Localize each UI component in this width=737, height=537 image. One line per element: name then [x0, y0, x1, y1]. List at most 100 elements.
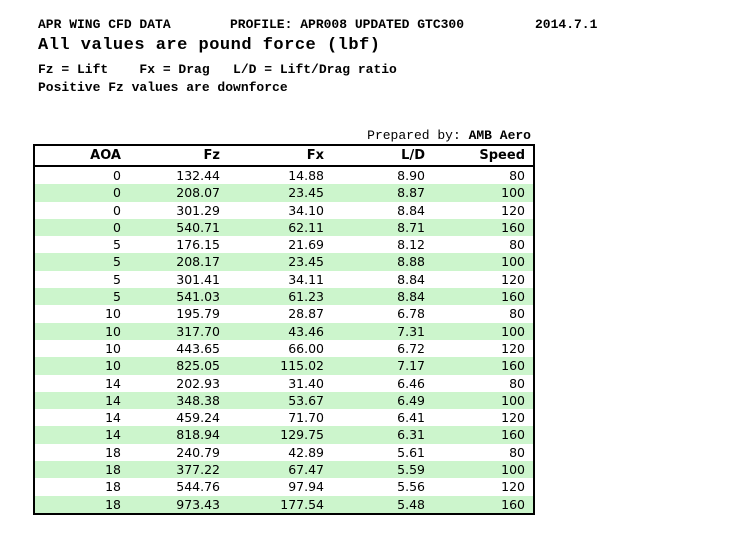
cell-fx: 53.67: [288, 392, 324, 408]
cell-fz: 208.07: [176, 185, 220, 201]
cell-speed: 120: [501, 202, 525, 218]
cell-aoa: 18: [105, 444, 121, 460]
cell-fz: 317.70: [176, 323, 220, 339]
cell-fx: 62.11: [288, 219, 324, 235]
cell-ld: 5.48: [397, 496, 425, 512]
column-header-fz: Fz: [129, 145, 228, 167]
table-row: 0 132.44 14.88 8.90 80: [34, 166, 534, 184]
cell-ld: 8.84: [397, 202, 425, 218]
column-header-aoa: AOA: [34, 145, 129, 167]
cell-aoa: 5: [113, 271, 121, 287]
cell-fx: 42.89: [288, 444, 324, 460]
cell-speed: 100: [501, 254, 525, 270]
cell-speed: 160: [501, 427, 525, 443]
table-row: 14 459.24 71.70 6.41 120: [34, 409, 534, 426]
cell-speed: 80: [509, 444, 525, 460]
cell-speed: 120: [501, 271, 525, 287]
document-date: 2014.7.1: [535, 17, 598, 32]
cell-fz: 202.93: [176, 375, 220, 391]
cell-fz: 825.05: [176, 358, 220, 374]
legend-definitions: Fz = Lift Fx = Drag L/D = Lift/Drag rati…: [38, 62, 397, 77]
cell-ld: 8.90: [397, 168, 425, 183]
table-row: 14 348.38 53.67 6.49 100: [34, 391, 534, 410]
downforce-note: Positive Fz values are downforce: [38, 80, 288, 95]
prepared-by-line: Prepared by: AMB Aero: [33, 128, 531, 143]
cell-fz: 544.76: [176, 479, 220, 495]
cell-fz: 541.03: [176, 289, 220, 305]
cell-fx: 23.45: [288, 185, 324, 201]
table-row: 5 541.03 61.23 8.84 160: [34, 288, 534, 306]
cell-fz: 377.22: [176, 462, 220, 478]
cell-aoa: 10: [105, 306, 121, 322]
cell-ld: 6.46: [397, 375, 425, 391]
table-row: 5 301.41 34.11 8.84 120: [34, 271, 534, 288]
column-header-speed: Speed: [433, 145, 534, 167]
cell-fx: 34.11: [288, 271, 324, 287]
table-row: 14 202.93 31.40 6.46 80: [34, 375, 534, 392]
document-subtitle: All values are pound force (lbf): [38, 36, 381, 55]
table-row: 5 176.15 21.69 8.12 80: [34, 236, 534, 253]
cell-aoa: 18: [105, 496, 121, 512]
column-header-fx: Fx: [228, 145, 332, 167]
cell-ld: 6.78: [397, 306, 425, 322]
cell-fx: 43.46: [288, 323, 324, 339]
cell-speed: 160: [501, 289, 525, 305]
table-row: 0 540.71 62.11 8.71 160: [34, 218, 534, 237]
cell-fz: 348.38: [176, 392, 220, 408]
cell-speed: 100: [501, 462, 525, 478]
document-title: APR WING CFD DATA: [38, 17, 171, 32]
cell-speed: 120: [501, 479, 525, 495]
cell-ld: 5.61: [397, 444, 425, 460]
cell-fx: 23.45: [288, 254, 324, 270]
table-row: 10 825.05 115.02 7.17 160: [34, 357, 534, 375]
cell-speed: 120: [501, 340, 525, 356]
cell-fz: 818.94: [176, 427, 220, 443]
cell-fx: 14.88: [288, 168, 324, 183]
cell-ld: 7.31: [397, 323, 425, 339]
cell-aoa: 5: [113, 237, 121, 253]
table-row: 18 377.22 67.47 5.59 100: [34, 461, 534, 479]
cell-fz: 240.79: [176, 444, 220, 460]
cell-fx: 31.40: [288, 375, 324, 391]
cell-ld: 8.84: [397, 271, 425, 287]
cell-speed: 160: [501, 496, 525, 512]
cell-fz: 132.44: [176, 168, 220, 183]
cell-fx: 129.75: [280, 427, 324, 443]
cell-speed: 80: [509, 306, 525, 322]
cell-fz: 301.29: [176, 202, 220, 218]
cell-aoa: 0: [113, 202, 121, 218]
table-row: 18 544.76 97.94 5.56 120: [34, 478, 534, 495]
cell-fz: 443.65: [176, 340, 220, 356]
cell-aoa: 0: [113, 185, 121, 201]
table-row: 14 818.94 129.75 6.31 160: [34, 426, 534, 444]
cell-fz: 459.24: [176, 410, 220, 426]
cell-speed: 160: [501, 219, 525, 235]
cell-aoa: 14: [105, 375, 121, 391]
cell-aoa: 18: [105, 479, 121, 495]
cell-ld: 8.88: [397, 254, 425, 270]
cell-fx: 66.00: [288, 340, 324, 356]
cell-fx: 97.94: [288, 479, 324, 495]
cell-fx: 34.10: [288, 202, 324, 218]
column-header-ld: L/D: [332, 145, 433, 167]
cell-fz: 301.41: [176, 271, 220, 287]
cell-fz: 176.15: [176, 237, 220, 253]
prepared-by-value: AMB Aero: [468, 128, 531, 143]
cell-aoa: 18: [105, 462, 121, 478]
table-row: 5 208.17 23.45 8.88 100: [34, 253, 534, 271]
profile-label: PROFILE: APR008 UPDATED GTC300: [230, 17, 465, 32]
prepared-by-label: Prepared by:: [367, 128, 469, 143]
cell-ld: 5.56: [397, 479, 425, 495]
cell-aoa: 14: [105, 427, 121, 443]
cell-ld: 5.59: [397, 462, 425, 478]
table-row: 0 208.07 23.45 8.87 100: [34, 184, 534, 202]
cell-aoa: 10: [105, 340, 121, 356]
cell-fx: 21.69: [288, 237, 324, 253]
cell-speed: 80: [509, 237, 525, 253]
cell-fz: 195.79: [176, 306, 220, 322]
cell-ld: 6.49: [397, 392, 425, 408]
document-header-line: APR WING CFD DATA PROFILE: APR008 UPDATE…: [38, 17, 597, 32]
table-header-row: AOA Fz Fx L/D Speed: [34, 145, 534, 167]
cell-speed: 80: [509, 375, 525, 391]
